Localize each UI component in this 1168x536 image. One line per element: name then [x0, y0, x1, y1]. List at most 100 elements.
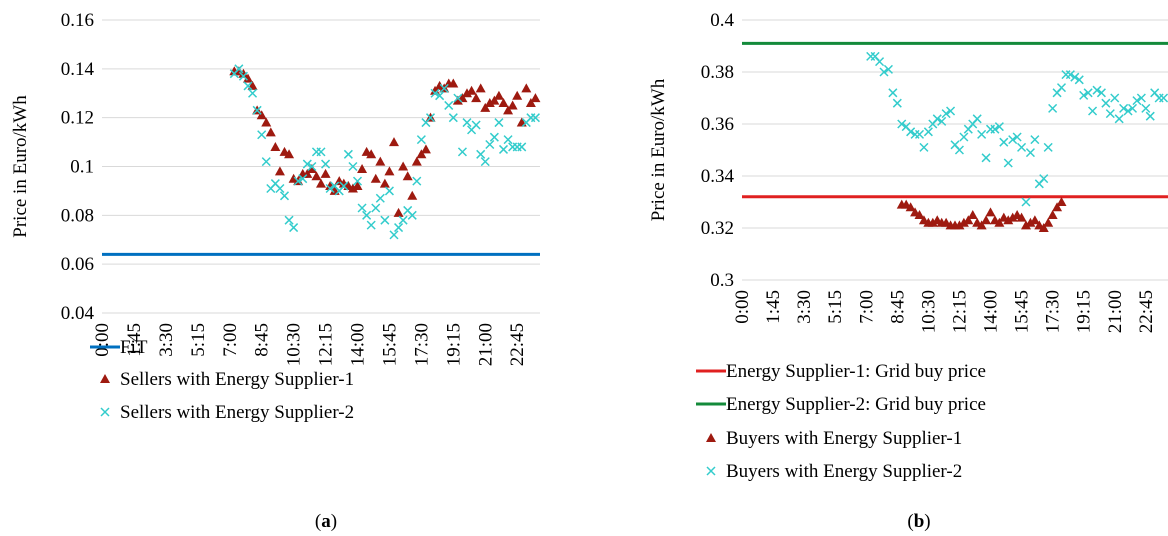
data-point-triangle: [1016, 212, 1027, 222]
data-point-x: [1039, 174, 1049, 184]
data-point-triangle: [905, 202, 916, 212]
data-point-x: [1065, 70, 1075, 80]
data-point-x: [257, 130, 267, 140]
data-point-x: [435, 91, 445, 101]
legend-label: Sellers with Energy Supplier-2: [120, 402, 354, 423]
data-point-x: [1110, 93, 1120, 103]
data-point-x: [352, 176, 363, 186]
data-point-triangle: [475, 83, 486, 93]
x-tick-label: 19:15: [443, 323, 464, 366]
data-point-triangle: [316, 178, 326, 188]
data-point-x: [1132, 96, 1142, 106]
data-point-triangle: [311, 171, 322, 181]
data-point-x: [444, 100, 454, 110]
data-point-triangle: [471, 93, 482, 103]
data-point-x: [517, 142, 527, 152]
y-tick-label: 0.04: [61, 303, 95, 324]
data-point-x: [923, 127, 933, 137]
data-point-x: [371, 203, 381, 213]
data-point-x: [892, 98, 902, 108]
data-point-x: [298, 174, 308, 184]
data-point-triangle: [302, 168, 313, 178]
legend-label: Energy Supplier-2: Grid buy price: [726, 394, 986, 415]
data-point-x: [307, 161, 317, 172]
data-point-x: [439, 83, 449, 93]
data-point-triangle: [976, 220, 987, 230]
y-tick-label: 0.12: [61, 108, 94, 129]
data-point-x: [897, 119, 907, 129]
data-point-x: [932, 114, 942, 124]
data-point-x: [981, 153, 991, 163]
data-point-triangle: [370, 173, 381, 183]
x-tick-label: 15:45: [379, 323, 400, 366]
legend-label: Energy Supplier-1: Grid buy price: [726, 361, 986, 382]
data-point-triangle: [1029, 215, 1040, 225]
x-tick-label: 17:30: [411, 323, 432, 366]
data-point-x: [321, 159, 331, 169]
data-point-triangle: [452, 95, 463, 105]
data-point-x: [252, 105, 262, 115]
data-point-x: [879, 67, 889, 77]
data-point-triangle: [530, 93, 541, 103]
data-point-x: [430, 88, 440, 98]
x-tick-label: 1:45: [124, 323, 145, 357]
x-tick-label: 0:00: [732, 290, 753, 324]
data-point-triangle: [1007, 212, 1018, 222]
x-tick-label: 3:30: [794, 290, 815, 324]
data-point-x: [480, 157, 490, 167]
data-point-x: [394, 223, 404, 233]
data-point-triangle: [352, 181, 363, 191]
data-point-triangle: [375, 156, 386, 166]
data-point-x: [471, 120, 481, 130]
data-point-triangle: [994, 217, 1005, 227]
legend-label: Sellers with Energy Supplier-1: [120, 369, 354, 390]
data-point-triangle: [967, 210, 978, 219]
legend: Energy Supplier-1: Grid buy price Energy …: [696, 361, 986, 482]
data-point-triangle: [507, 100, 518, 110]
data-point-x: [275, 183, 285, 194]
x-tick-label: 3:30: [156, 323, 177, 357]
data-point-x: [954, 145, 964, 155]
y-tick-label: 0.36: [701, 114, 734, 135]
data-point-triangle: [366, 149, 377, 159]
data-point-x: [1145, 111, 1155, 121]
data-point-triangle: [384, 166, 395, 176]
data-point-x: [972, 114, 982, 124]
data-point-x: [375, 193, 385, 203]
data-point-x: [316, 147, 326, 157]
data-point-x: [289, 223, 299, 233]
data-point-x: [530, 113, 540, 123]
legend-label: Buyers with Energy Supplier-2: [726, 461, 962, 482]
data-point-triangle: [489, 95, 500, 105]
data-point-triangle: [407, 190, 418, 200]
data-point-x: [990, 124, 1000, 134]
x-tick-label: 10:30: [284, 323, 305, 366]
data-point-x: [994, 122, 1004, 132]
data-point-triangle: [393, 207, 404, 217]
data-point-x: [380, 215, 390, 225]
legend-swatch-x: [706, 466, 716, 476]
y-tick-label: 0.06: [61, 254, 94, 275]
data-point-triangle: [402, 171, 413, 181]
data-point-x: [293, 176, 303, 186]
data-point-triangle: [1052, 202, 1063, 212]
x-tick-label: 15:45: [1012, 290, 1033, 333]
y-tick-label: 0.3: [710, 270, 734, 291]
data-point-x: [398, 215, 408, 225]
data-point-x: [1119, 103, 1129, 113]
data-point-x: [1141, 103, 1151, 113]
data-point-triangle: [981, 215, 992, 225]
data-point-triangle: [512, 90, 523, 100]
data-point-x: [914, 129, 925, 139]
series-triangle-2: [896, 197, 1067, 232]
panel-caption: (b): [907, 511, 930, 532]
data-point-triangle: [320, 168, 331, 178]
y-tick-label: 0.14: [61, 59, 95, 80]
data-point-triangle: [284, 149, 295, 159]
data-point-triangle: [480, 102, 491, 112]
data-point-triangle: [498, 98, 509, 108]
data-point-x: [1017, 142, 1027, 152]
data-point-triangle: [525, 98, 536, 108]
x-tick-label: 14:00: [348, 323, 369, 366]
